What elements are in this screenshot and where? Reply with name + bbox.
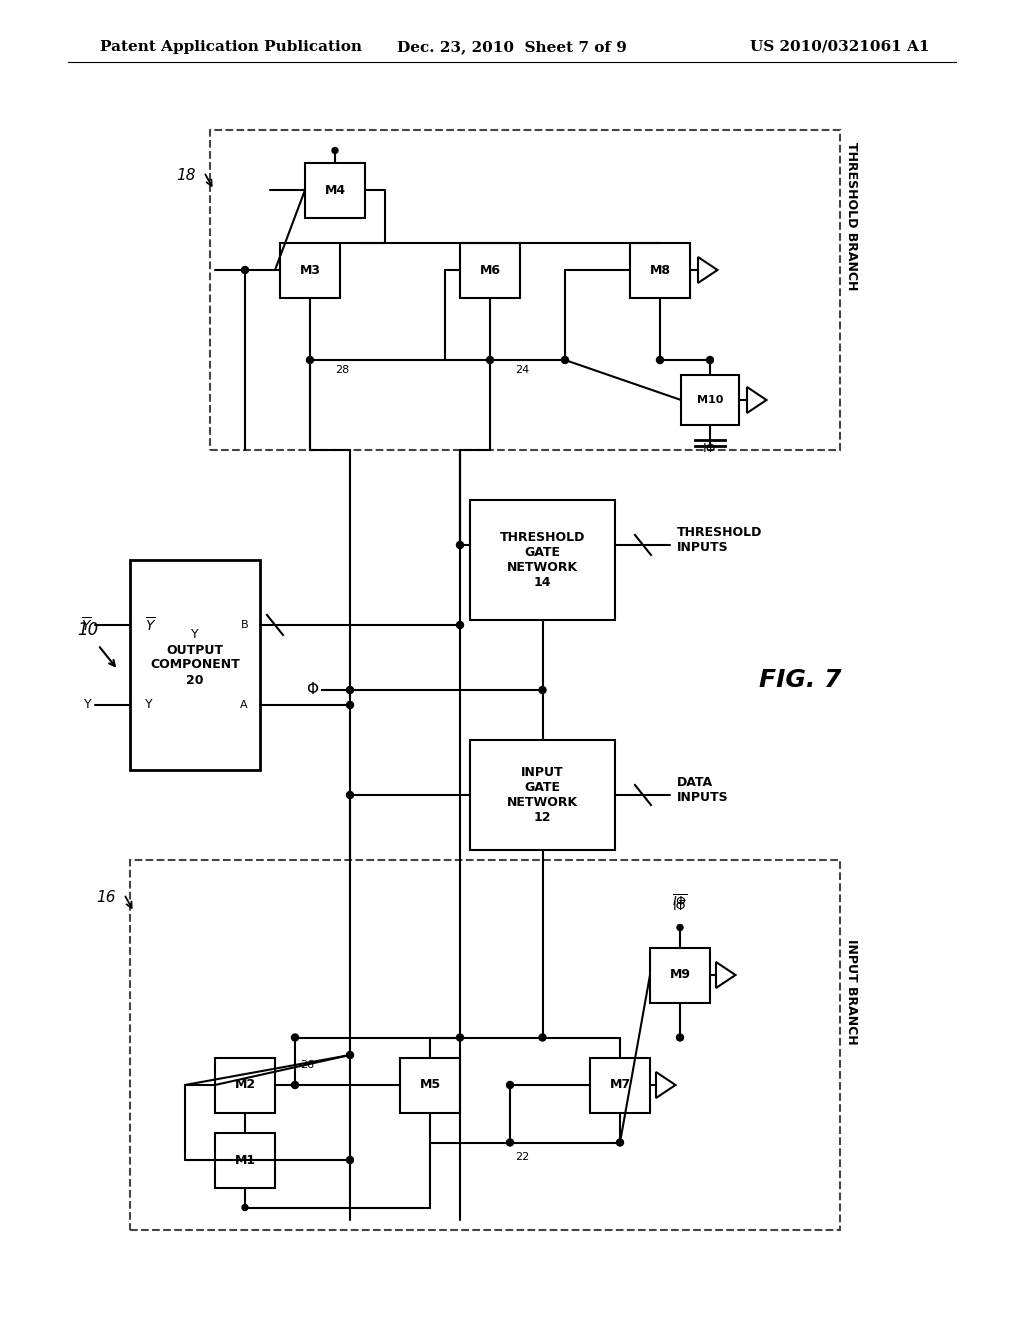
Bar [590, 1057, 650, 1113]
Circle shape [616, 1139, 624, 1146]
Bar [630, 243, 690, 297]
Text: INPUT
GATE
NETWORK
12: INPUT GATE NETWORK 12 [507, 766, 579, 824]
Text: 18: 18 [176, 168, 196, 182]
Text: M6: M6 [479, 264, 501, 276]
Text: IΦ: IΦ [703, 442, 717, 455]
Text: OUTPUT
COMPONENT
20: OUTPUT COMPONENT 20 [151, 644, 240, 686]
Bar [305, 162, 365, 218]
Circle shape [677, 1034, 683, 1041]
Bar [400, 1057, 460, 1113]
Bar [130, 560, 260, 770]
Circle shape [539, 686, 546, 693]
Text: M1: M1 [234, 1154, 256, 1167]
Text: M2: M2 [234, 1078, 256, 1092]
Text: THRESHOLD
GATE
NETWORK
14: THRESHOLD GATE NETWORK 14 [500, 531, 585, 589]
Bar [650, 948, 710, 1002]
Circle shape [507, 1139, 513, 1146]
Text: FIG. 7: FIG. 7 [759, 668, 842, 692]
Circle shape [242, 267, 249, 273]
Circle shape [346, 792, 353, 799]
Text: Y: Y [191, 628, 199, 642]
Text: M4: M4 [325, 183, 345, 197]
Text: B: B [241, 620, 248, 630]
Bar [215, 1057, 275, 1113]
Circle shape [242, 1204, 248, 1210]
Text: A: A [241, 700, 248, 710]
Text: 24: 24 [515, 366, 529, 375]
Text: INPUT BRANCH: INPUT BRANCH [846, 940, 858, 1045]
Bar [470, 741, 615, 850]
Circle shape [332, 148, 338, 153]
Text: M5: M5 [420, 1078, 440, 1092]
Text: $\overline{I\Phi}$: $\overline{I\Phi}$ [672, 894, 688, 909]
Circle shape [457, 622, 464, 628]
Circle shape [457, 541, 464, 549]
Circle shape [306, 356, 313, 363]
Text: Dec. 23, 2010  Sheet 7 of 9: Dec. 23, 2010 Sheet 7 of 9 [397, 40, 627, 54]
Bar [130, 861, 840, 1230]
Circle shape [486, 356, 494, 363]
Text: THRESHOLD BRANCH: THRESHOLD BRANCH [846, 141, 858, 290]
Circle shape [507, 1081, 513, 1089]
Text: $\overline{Y}$: $\overline{Y}$ [145, 616, 157, 634]
Text: 10: 10 [78, 620, 98, 639]
Circle shape [677, 924, 683, 931]
Bar [470, 500, 615, 620]
Bar [280, 243, 340, 297]
Text: M8: M8 [649, 264, 671, 276]
Bar [215, 1133, 275, 1188]
Bar [460, 243, 520, 297]
Text: $\overline{Y}$: $\overline{Y}$ [81, 616, 92, 634]
Text: Φ: Φ [306, 682, 318, 697]
Circle shape [561, 356, 568, 363]
Circle shape [539, 1034, 546, 1041]
Circle shape [346, 1052, 353, 1059]
Text: Patent Application Publication: Patent Application Publication [100, 40, 362, 54]
Circle shape [707, 356, 714, 363]
Bar [210, 129, 840, 450]
Text: M10: M10 [696, 395, 723, 405]
Text: 26: 26 [300, 1060, 314, 1071]
Text: M3: M3 [299, 264, 321, 276]
Text: 22: 22 [515, 1152, 529, 1163]
Circle shape [292, 1034, 299, 1041]
Bar [681, 375, 739, 425]
Circle shape [656, 356, 664, 363]
Text: 28: 28 [335, 366, 349, 375]
Text: DATA
INPUTS: DATA INPUTS [677, 776, 729, 804]
Text: THRESHOLD
INPUTS: THRESHOLD INPUTS [677, 525, 763, 554]
Text: 16: 16 [96, 890, 116, 904]
Text: Y: Y [84, 698, 92, 711]
Circle shape [292, 1081, 299, 1089]
Text: IΦ̅: IΦ̅ [673, 899, 687, 912]
Text: Y: Y [145, 698, 153, 711]
Circle shape [346, 701, 353, 709]
Circle shape [457, 1034, 464, 1041]
Text: M7: M7 [609, 1078, 631, 1092]
Text: M9: M9 [670, 969, 690, 982]
Text: US 2010/0321061 A1: US 2010/0321061 A1 [751, 40, 930, 54]
Circle shape [346, 686, 353, 693]
Circle shape [346, 1156, 353, 1163]
